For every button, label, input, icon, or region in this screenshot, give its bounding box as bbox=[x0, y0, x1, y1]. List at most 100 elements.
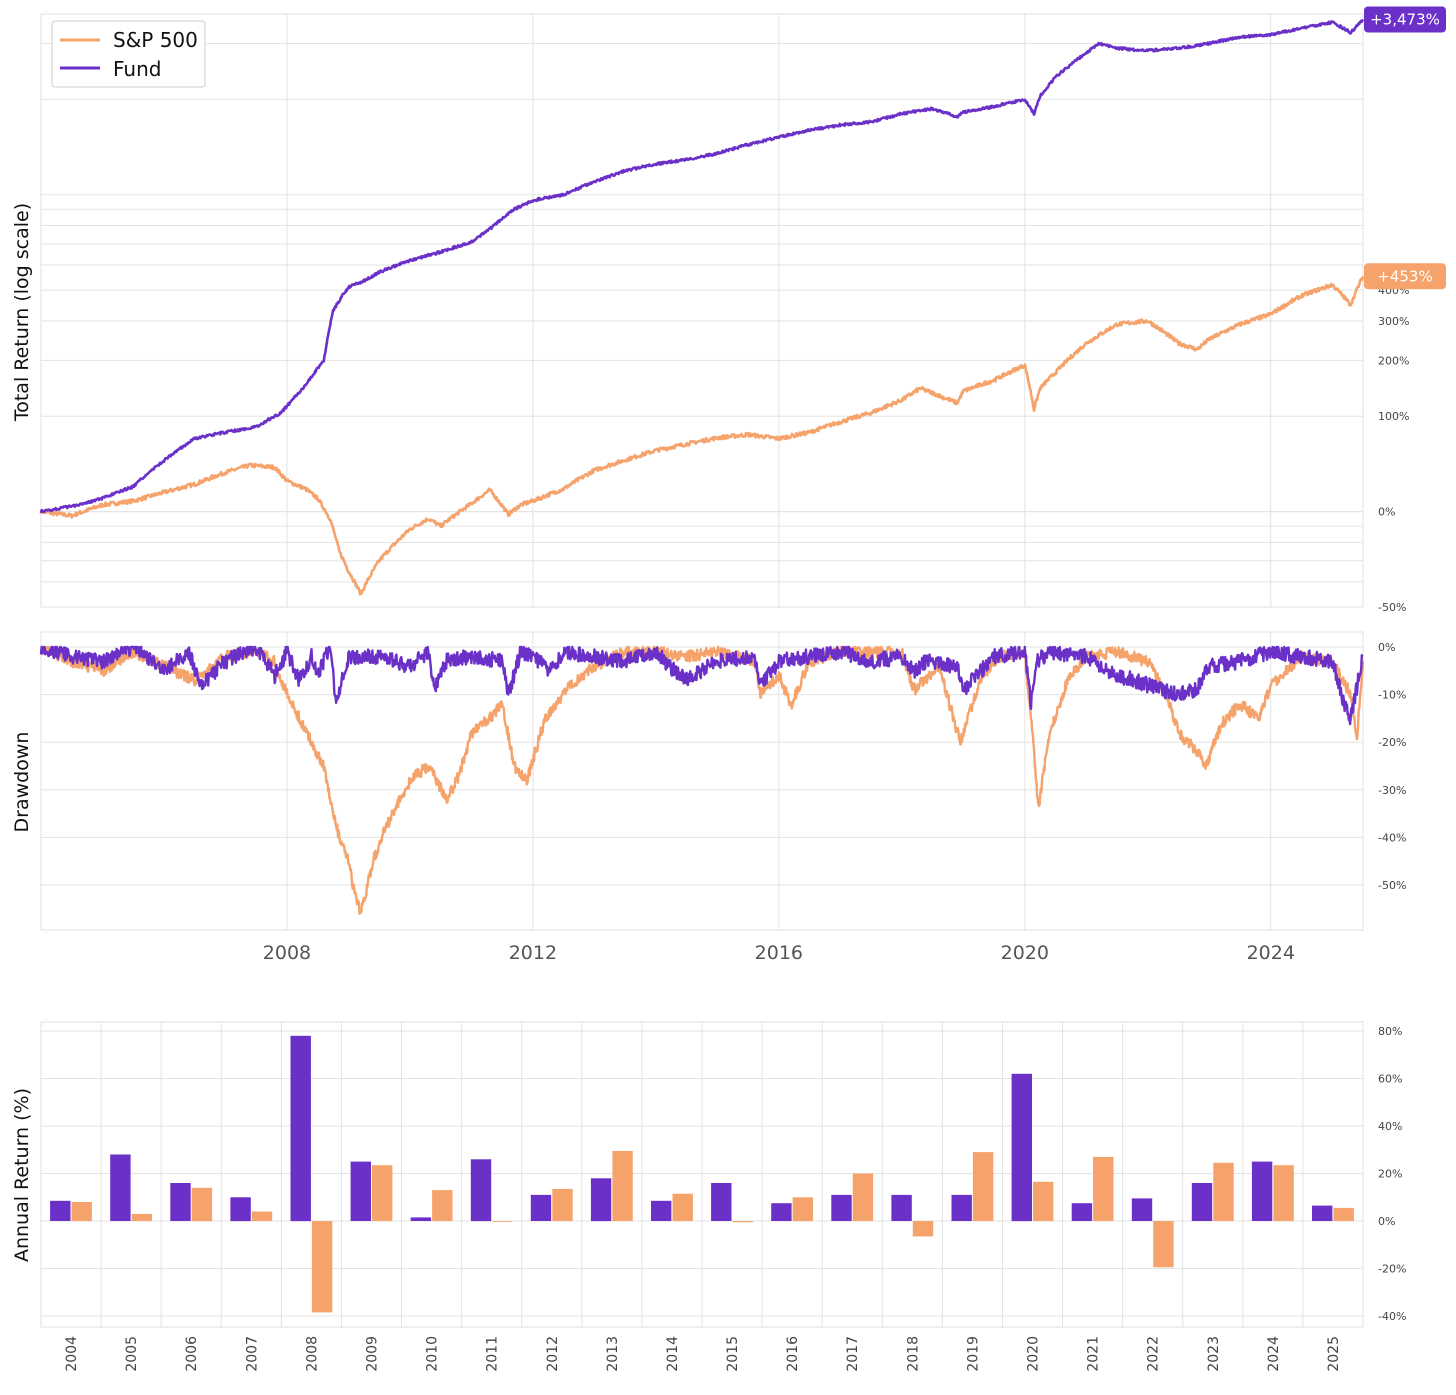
annual-return-x-tick: 2010 bbox=[425, 1336, 441, 1372]
annual-return-x-tick: 2021 bbox=[1086, 1336, 1102, 1372]
bar-fund-2024 bbox=[1251, 1161, 1273, 1221]
bar-sp500-2020 bbox=[1033, 1181, 1054, 1221]
bar-sp500-2021 bbox=[1093, 1156, 1114, 1221]
annual-return-x-tick: 2014 bbox=[665, 1336, 681, 1372]
annual-return-x-tick: 2017 bbox=[845, 1336, 861, 1372]
bar-sp500-2013 bbox=[612, 1150, 633, 1221]
total-return-plot-area bbox=[40, 13, 1364, 608]
bar-sp500-2006 bbox=[191, 1187, 213, 1222]
annual-return-x-tick: 2005 bbox=[124, 1336, 140, 1372]
bar-sp500-2004 bbox=[71, 1202, 92, 1221]
bar-sp500-2016 bbox=[792, 1197, 813, 1222]
total-return-y-tick: 200% bbox=[1378, 354, 1409, 367]
annual-return-x-tick: 2009 bbox=[365, 1336, 381, 1372]
annual-return-plot-area bbox=[40, 1021, 1364, 1328]
annual-return-y-tick: -20% bbox=[1378, 1263, 1406, 1276]
bar-sp500-2009 bbox=[372, 1165, 393, 1221]
bar-sp500-2019 bbox=[972, 1152, 994, 1221]
annual-return-x-tick: 2008 bbox=[304, 1336, 320, 1372]
legend-box bbox=[51, 20, 206, 88]
annual-return-x-tick: 2011 bbox=[485, 1336, 501, 1372]
bar-fund-2008 bbox=[290, 1035, 311, 1222]
annual-return-x-tick: 2023 bbox=[1206, 1336, 1222, 1372]
bar-fund-2021 bbox=[1071, 1203, 1093, 1221]
drawdown-y-tick: -20% bbox=[1378, 736, 1406, 749]
total-return-line-sp500 bbox=[39, 276, 1365, 596]
bar-fund-2005 bbox=[110, 1154, 131, 1221]
annual-return-y-tick: -40% bbox=[1378, 1310, 1406, 1323]
drawdown-axis-title: Drawdown bbox=[11, 732, 33, 833]
drawdown-line-fund bbox=[39, 645, 1364, 726]
total-return-y-tick: 0% bbox=[1378, 506, 1395, 519]
bar-sp500-2005 bbox=[131, 1213, 152, 1221]
annual-return-x-tick: 2012 bbox=[545, 1336, 561, 1372]
bar-fund-2014 bbox=[651, 1200, 672, 1221]
bar-fund-2012 bbox=[530, 1194, 552, 1221]
bar-sp500-2008 bbox=[311, 1221, 333, 1313]
bar-fund-2006 bbox=[170, 1183, 191, 1221]
legend: S&P 500 Fund bbox=[51, 20, 206, 88]
annual-return-axis-title: Annual Return (%) bbox=[11, 1088, 33, 1262]
bar-sp500-2007 bbox=[251, 1211, 273, 1221]
bar-sp500-2014 bbox=[672, 1193, 693, 1221]
bar-fund-2010 bbox=[410, 1217, 432, 1221]
annual-return-y-tick: 0% bbox=[1378, 1215, 1395, 1228]
annual-return-x-tick: 2022 bbox=[1146, 1336, 1162, 1372]
drawdown-x-tick: 2012 bbox=[509, 942, 557, 964]
annual-return-y-tick: 60% bbox=[1378, 1073, 1402, 1086]
total-return-line-fund bbox=[39, 18, 1365, 514]
bar-sp500-2024 bbox=[1273, 1165, 1294, 1221]
bar-sp500-2010 bbox=[432, 1190, 453, 1221]
annual-return-x-tick: 2013 bbox=[605, 1336, 621, 1372]
bar-sp500-2018 bbox=[912, 1221, 934, 1237]
annual-return-x-tick: 2006 bbox=[184, 1336, 200, 1372]
annual-return-x-tick: 2004 bbox=[64, 1336, 80, 1372]
drawdown-x-tick: 2008 bbox=[263, 942, 311, 964]
bar-sp500-2025 bbox=[1333, 1207, 1354, 1221]
annual-return-x-tick: 2018 bbox=[905, 1336, 921, 1372]
drawdown-x-tick: 2016 bbox=[755, 942, 803, 964]
total-return-y-tick: 100% bbox=[1378, 410, 1409, 423]
bar-sp500-2011 bbox=[492, 1221, 513, 1222]
bar-sp500-2022 bbox=[1153, 1221, 1174, 1268]
total-return-panel: -50%0%100%200%300%400% Total Return (log… bbox=[11, 6, 1446, 614]
drawdown-x-tick: 2020 bbox=[1001, 942, 1049, 964]
bar-fund-2009 bbox=[350, 1161, 371, 1221]
drawdown-y-tick: -50% bbox=[1378, 879, 1406, 892]
annual-return-panel: 80% 60% 40% 20% 0% -20% -40% 2004 2005 2006 2007 2… bbox=[11, 1021, 1406, 1372]
drawdown-y-tick: -40% bbox=[1378, 831, 1406, 844]
bar-fund-2017 bbox=[831, 1194, 852, 1221]
end-label-badge-sp500 bbox=[1364, 263, 1446, 290]
legend-label-fund: Fund bbox=[113, 57, 161, 81]
bar-sp500-2012 bbox=[552, 1188, 573, 1221]
annual-return-x-tick: 2019 bbox=[965, 1336, 981, 1372]
annual-return-x-tick: 2024 bbox=[1266, 1336, 1282, 1372]
annual-return-x-tick: 2015 bbox=[725, 1336, 741, 1372]
annual-return-y-tick: 40% bbox=[1378, 1120, 1402, 1133]
bar-sp500-2023 bbox=[1213, 1162, 1234, 1221]
bar-fund-2011 bbox=[470, 1159, 492, 1222]
annual-return-x-tick: 2020 bbox=[1026, 1336, 1042, 1372]
bar-fund-2023 bbox=[1191, 1183, 1213, 1221]
drawdown-y-tick: 0% bbox=[1378, 641, 1395, 654]
total-return-y-tick: 300% bbox=[1378, 315, 1409, 328]
total-return-axis-title: Total Return (log scale) bbox=[11, 203, 33, 422]
drawdown-x-tick: 2024 bbox=[1247, 942, 1295, 964]
end-label-sp500: +453% bbox=[1377, 267, 1432, 285]
drawdown-y-tick: -10% bbox=[1378, 689, 1406, 702]
annual-return-x-tick: 2007 bbox=[244, 1336, 260, 1372]
drawdown-panel: 0% -10% -20% -30% -40% -50% 2008 2012 2016 2020 2… bbox=[11, 631, 1406, 964]
total-return-y-tick: -50% bbox=[1378, 601, 1406, 614]
annual-return-y-tick: 20% bbox=[1378, 1168, 1402, 1181]
annual-return-x-tick: 2025 bbox=[1326, 1336, 1342, 1372]
bar-fund-2015 bbox=[711, 1183, 732, 1221]
annual-return-x-tick: 2016 bbox=[785, 1336, 801, 1372]
bar-sp500-2015 bbox=[732, 1221, 753, 1223]
bar-fund-2018 bbox=[891, 1194, 912, 1221]
drawdown-y-tick: -30% bbox=[1378, 784, 1406, 797]
bar-fund-2019 bbox=[951, 1194, 972, 1221]
bar-fund-2016 bbox=[771, 1203, 792, 1221]
bar-fund-2007 bbox=[230, 1197, 251, 1222]
end-label-badge-fund bbox=[1364, 6, 1446, 33]
